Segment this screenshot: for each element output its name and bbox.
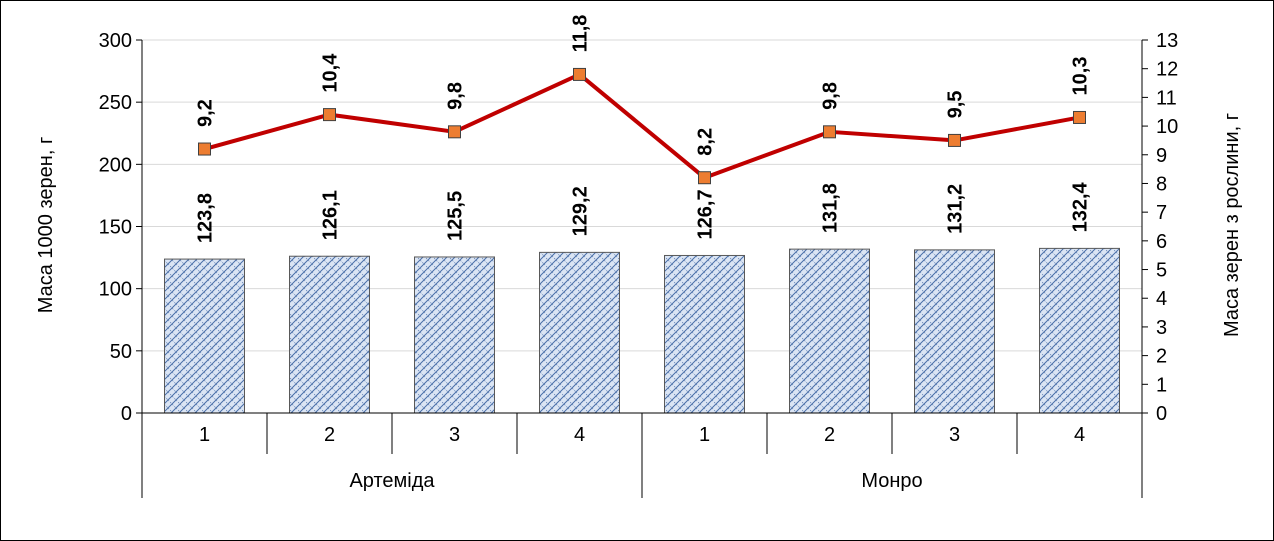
y-tick-label-right: 4	[1156, 288, 1167, 310]
bar-data-label: 131,2	[945, 184, 967, 234]
bar	[1039, 247, 1120, 414]
bar	[664, 254, 745, 414]
bar	[789, 248, 870, 414]
x-category-label: 4	[1074, 424, 1085, 446]
y-tick-label-right: 7	[1156, 202, 1167, 224]
y-tick-label-right: 2	[1156, 346, 1167, 368]
line-marker	[198, 142, 211, 156]
line-data-label: 11,8	[570, 15, 592, 53]
line-marker	[1073, 110, 1086, 124]
data-labels: 123,8 126,1 125,5 129,2 126,7 131,8 131,2 132,4…	[195, 15, 1092, 243]
y-tick-label-right: 9	[1156, 145, 1167, 167]
x-category-label: 2	[324, 424, 335, 446]
line-data-label: 9,5	[945, 91, 967, 119]
y-axis-title-right: Маса зерен з рослини, г	[1221, 113, 1243, 337]
line-marker	[448, 125, 461, 139]
bar-data-label: 132,4	[1070, 181, 1092, 232]
y-tick-label-left: 200	[99, 154, 132, 176]
y-tick-label-right: 5	[1156, 260, 1167, 282]
x-category-label: 1	[199, 424, 210, 446]
bar	[539, 251, 620, 414]
bar-data-label: 126,1	[320, 190, 342, 240]
x-category-label: 4	[574, 424, 585, 446]
line-marker	[323, 108, 336, 122]
y-tick-label-left: 50	[110, 341, 132, 363]
x-group-label: Монро	[861, 470, 922, 492]
x-group-label: Артеміда	[349, 470, 435, 492]
bar-data-label: 129,2	[570, 186, 592, 236]
y-tick-label-left: 100	[99, 279, 132, 301]
y-axis-title-left: Маса 1000 зерен, г	[35, 137, 57, 314]
y-tick-label-right: 1	[1156, 374, 1167, 396]
bar	[414, 256, 495, 414]
bar-data-label: 125,5	[445, 191, 467, 241]
line-path	[203, 72, 1080, 180]
y-tick-label-left: 0	[121, 403, 132, 425]
line-marker	[823, 125, 836, 139]
bar	[914, 249, 995, 414]
line-data-label: 8,2	[695, 128, 717, 156]
y-tick-label-right: 10	[1156, 116, 1178, 138]
line-data-label: 9,8	[820, 82, 842, 110]
x-category-label: 3	[449, 424, 460, 446]
bar-data-label: 131,8	[820, 183, 842, 233]
y-tick-label-right: 0	[1156, 403, 1167, 425]
y-tick-label-right: 3	[1156, 317, 1167, 339]
bar	[289, 255, 370, 414]
y-tick-label-right: 6	[1156, 231, 1167, 253]
line-data-label: 9,2	[195, 99, 217, 127]
y-tick-label-left: 300	[99, 30, 132, 52]
x-category-label: 3	[949, 424, 960, 446]
line-data-label: 10,3	[1070, 57, 1092, 96]
line-marker	[698, 171, 711, 185]
x-category-label: 1	[699, 424, 710, 446]
bar-data-label: 123,8	[195, 193, 217, 243]
y-tick-label-right: 8	[1156, 173, 1167, 195]
y-tick-label-left: 250	[99, 92, 132, 114]
bar	[164, 258, 245, 414]
y-tick-label-right: 11	[1156, 87, 1177, 109]
bar-series	[164, 247, 1120, 414]
line-data-label: 9,8	[445, 82, 467, 110]
bar-data-label: 126,7	[695, 189, 717, 239]
line-data-label: 10,4	[320, 53, 342, 93]
line-series	[198, 67, 1086, 185]
y-tick-label-right: 12	[1156, 59, 1178, 81]
y-tick-label-left: 150	[99, 217, 132, 239]
line-marker	[573, 67, 586, 81]
x-category-label: 2	[824, 424, 835, 446]
line-marker	[948, 133, 961, 147]
y-tick-label-right: 13	[1156, 30, 1178, 52]
